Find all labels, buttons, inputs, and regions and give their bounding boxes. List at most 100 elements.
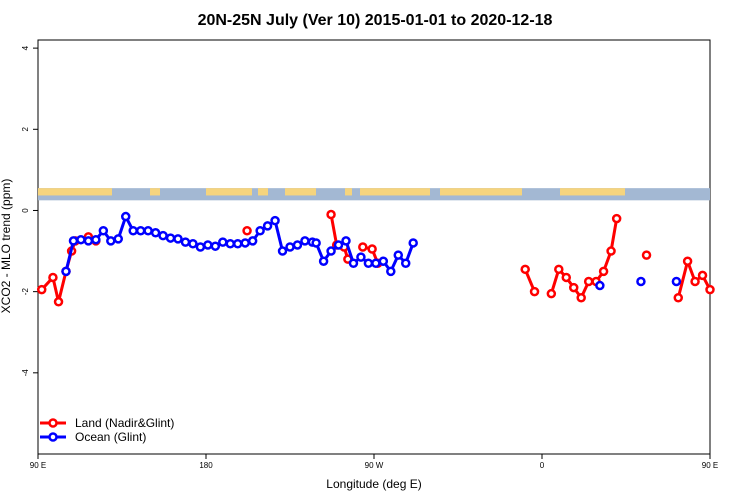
data-point bbox=[128, 226, 138, 236]
data-point bbox=[292, 240, 303, 250]
data-point bbox=[247, 236, 258, 246]
data-point bbox=[262, 221, 273, 231]
data-point bbox=[348, 258, 359, 268]
data-point bbox=[311, 238, 321, 248]
data-point bbox=[300, 236, 310, 246]
data-point bbox=[218, 237, 228, 247]
data-point bbox=[367, 244, 377, 254]
data-point bbox=[583, 276, 594, 287]
data-point bbox=[255, 226, 265, 236]
data-point bbox=[61, 266, 71, 277]
data-point bbox=[158, 230, 168, 241]
data-point bbox=[690, 276, 700, 287]
data-point bbox=[98, 226, 109, 236]
data-point bbox=[333, 240, 344, 250]
data-point bbox=[285, 242, 295, 252]
data-point bbox=[682, 256, 693, 266]
y-tick-label: -2 bbox=[21, 288, 30, 296]
data-point bbox=[671, 276, 682, 287]
data-point bbox=[371, 258, 381, 268]
data-point bbox=[48, 272, 58, 283]
legend: Land (Nadir&Glint) Ocean (Glint) bbox=[40, 416, 174, 444]
data-point bbox=[595, 280, 605, 291]
series-layer bbox=[36, 209, 715, 307]
y-axis-ticks: 4 2 0 -2 -4 bbox=[21, 45, 38, 376]
series-ocean bbox=[61, 211, 682, 291]
data-point bbox=[225, 239, 236, 249]
data-point bbox=[576, 292, 586, 303]
data-point bbox=[113, 234, 124, 244]
y-tick-label: 2 bbox=[21, 127, 30, 132]
x-axis-ticks: 90 E 180 90 W 0 90 E bbox=[30, 454, 718, 470]
x-tick-label: 90 W bbox=[365, 461, 384, 470]
data-point bbox=[520, 264, 530, 275]
data-point bbox=[53, 297, 64, 307]
series-line bbox=[549, 218, 619, 300]
land-patch bbox=[360, 188, 430, 196]
data-point bbox=[546, 288, 557, 299]
data-point bbox=[393, 250, 404, 260]
data-point bbox=[561, 272, 572, 283]
land-patch bbox=[285, 188, 316, 196]
x-axis-label: Longitude (deg E) bbox=[326, 477, 421, 491]
data-point bbox=[120, 211, 131, 222]
data-point bbox=[188, 239, 198, 249]
data-point bbox=[641, 250, 652, 260]
y-tick-label: 4 bbox=[21, 45, 30, 50]
land-patch bbox=[560, 188, 625, 196]
data-point bbox=[277, 246, 288, 256]
legend-ocean-marker bbox=[48, 432, 58, 442]
chart-title: 20N-25N July (Ver 10) 2015-01-01 to 2020… bbox=[198, 12, 553, 29]
legend-ocean-label: Ocean (Glint) bbox=[75, 430, 146, 444]
land-patch bbox=[206, 188, 252, 196]
land-patch bbox=[38, 188, 112, 196]
data-point bbox=[568, 282, 579, 293]
data-point bbox=[242, 226, 252, 236]
data-point bbox=[705, 284, 715, 295]
data-point bbox=[270, 215, 280, 226]
data-point bbox=[173, 234, 183, 244]
y-tick-label: -4 bbox=[21, 369, 30, 377]
y-axis-label: XCO2 - MLO trend (ppm) bbox=[0, 179, 13, 314]
data-point bbox=[400, 258, 411, 268]
x-tick-label: 180 bbox=[199, 461, 213, 470]
data-point bbox=[240, 238, 250, 248]
data-point bbox=[341, 236, 351, 246]
data-point bbox=[180, 237, 191, 247]
data-point bbox=[36, 284, 47, 295]
data-point bbox=[150, 228, 161, 238]
data-point bbox=[636, 276, 646, 287]
data-point bbox=[232, 239, 243, 249]
data-point bbox=[356, 252, 366, 262]
data-point bbox=[326, 246, 336, 256]
data-point bbox=[210, 241, 221, 251]
data-point bbox=[195, 242, 206, 252]
x-tick-label: 90 E bbox=[702, 461, 718, 470]
data-point bbox=[378, 256, 389, 266]
data-point bbox=[358, 242, 368, 252]
data-point bbox=[363, 258, 374, 268]
legend-land-marker bbox=[48, 418, 58, 428]
data-point bbox=[408, 238, 418, 248]
x-tick-label: 90 E bbox=[30, 461, 46, 470]
data-point bbox=[598, 266, 609, 277]
land-patch bbox=[440, 188, 522, 196]
data-point bbox=[529, 286, 540, 297]
land-patch bbox=[258, 188, 268, 196]
data-point bbox=[673, 292, 684, 303]
data-point bbox=[606, 246, 616, 256]
series-land bbox=[36, 209, 715, 307]
data-point bbox=[611, 213, 622, 224]
data-point bbox=[135, 226, 146, 236]
data-point bbox=[106, 236, 116, 246]
data-point bbox=[76, 234, 86, 245]
data-point bbox=[697, 270, 708, 281]
y-tick-label: 0 bbox=[21, 208, 30, 213]
data-point bbox=[554, 264, 564, 275]
data-point bbox=[165, 233, 176, 243]
data-point bbox=[91, 234, 101, 245]
land-ocean-strip bbox=[38, 188, 710, 201]
land-patch bbox=[345, 188, 352, 196]
data-point bbox=[68, 236, 79, 246]
